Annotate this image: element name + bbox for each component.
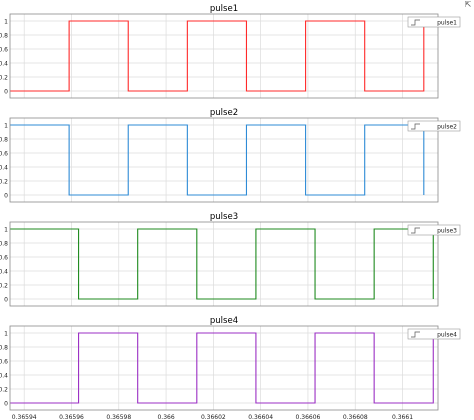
y-tick-label: 0.2 xyxy=(0,75,8,82)
legend-label: pulse4 xyxy=(437,332,457,339)
legend: pulse3 xyxy=(407,224,461,236)
y-tick-label: 0.6 xyxy=(0,47,8,54)
legend-label: pulse1 xyxy=(437,20,457,27)
chart-panel-3: pulse3 0 0.2 0.4 0.6 0.8 1 pulse3 xyxy=(0,212,461,307)
chart-title: pulse1 xyxy=(210,4,238,14)
y-tick-label: 1 xyxy=(4,123,8,130)
series-line-pulse3 xyxy=(10,228,434,300)
y-tick-label: 0.8 xyxy=(0,345,8,352)
legend-step-icon xyxy=(411,227,420,234)
legend: pulse4 xyxy=(407,328,461,340)
y-tick-label: 0.8 xyxy=(0,241,8,248)
x-tick-label: 0.366 xyxy=(157,414,174,420)
y-tick-label: 0 xyxy=(4,193,8,200)
x-tick-label: 0.36608 xyxy=(343,414,368,420)
y-tick-label: 0.4 xyxy=(0,373,8,380)
legend-step-icon xyxy=(411,123,420,130)
y-tick-label: 0.4 xyxy=(0,269,8,276)
plot-area xyxy=(10,326,438,410)
x-tick-label: 0.36596 xyxy=(59,414,84,420)
y-tick-label: 0 xyxy=(4,89,8,96)
x-tick-label: 0.36604 xyxy=(248,414,273,420)
legend-step-icon xyxy=(411,19,420,26)
legend-label: pulse3 xyxy=(437,228,457,235)
y-tick-label: 0 xyxy=(4,401,8,408)
legend: pulse1 xyxy=(407,16,461,28)
chart-title: pulse4 xyxy=(210,316,238,326)
y-tick-label: 0.8 xyxy=(0,33,8,40)
chart-title: pulse3 xyxy=(210,212,238,222)
legend-box xyxy=(407,120,461,132)
legend: pulse2 xyxy=(407,120,461,132)
legend-box xyxy=(407,328,461,340)
y-tick-label: 0.2 xyxy=(0,283,8,290)
legend-box xyxy=(407,16,461,28)
y-tick-label: 0.8 xyxy=(0,137,8,144)
y-tick-label: 1 xyxy=(4,19,8,26)
chart-panel-1: pulse1 0 0.2 0.4 0.6 0.8 1 pulse1 xyxy=(0,4,461,99)
y-tick-label: 1 xyxy=(4,227,8,234)
series-line-pulse4 xyxy=(10,332,434,404)
plot-area xyxy=(10,14,438,98)
x-tick-label: 0.3661 xyxy=(392,414,413,420)
y-tick-label: 0.6 xyxy=(0,255,8,262)
y-tick-label: 0 xyxy=(4,297,8,304)
legend-label: pulse2 xyxy=(437,124,457,131)
undock-arrow-icon[interactable]: ⇱ xyxy=(464,0,472,9)
chart-panel-2: pulse2 0 0.2 0.4 0.6 0.8 1 pulse2 xyxy=(0,108,461,203)
y-tick-label: 0.2 xyxy=(0,387,8,394)
x-tick-label: 0.36598 xyxy=(106,414,131,420)
plot-border xyxy=(9,221,439,307)
x-tick-label: 0.36606 xyxy=(296,414,321,420)
chart-panel-4: pulse4 0 0.2 0.4 0.6 0.8 1 pulse4 0.36594 0.36596… xyxy=(0,316,461,420)
y-tick-label: 0.4 xyxy=(0,165,8,172)
y-tick-label: 0.2 xyxy=(0,179,8,186)
x-tick-label: 0.36594 xyxy=(12,414,37,420)
y-tick-label: 0.6 xyxy=(0,359,8,366)
plot-border xyxy=(9,117,439,203)
series-line-pulse1 xyxy=(10,20,425,92)
series-line-pulse2 xyxy=(10,124,425,196)
x-tick-label: 0.36602 xyxy=(201,414,226,420)
legend-box xyxy=(407,224,461,236)
y-tick-label: 0.6 xyxy=(0,151,8,158)
plot-area xyxy=(10,222,438,306)
plot-border xyxy=(9,13,439,99)
legend-step-icon xyxy=(411,331,420,338)
plot-area xyxy=(10,118,438,202)
y-tick-label: 1 xyxy=(4,331,8,338)
plot-border xyxy=(9,325,439,411)
chart-title: pulse2 xyxy=(210,108,238,118)
y-tick-label: 0.4 xyxy=(0,61,8,68)
